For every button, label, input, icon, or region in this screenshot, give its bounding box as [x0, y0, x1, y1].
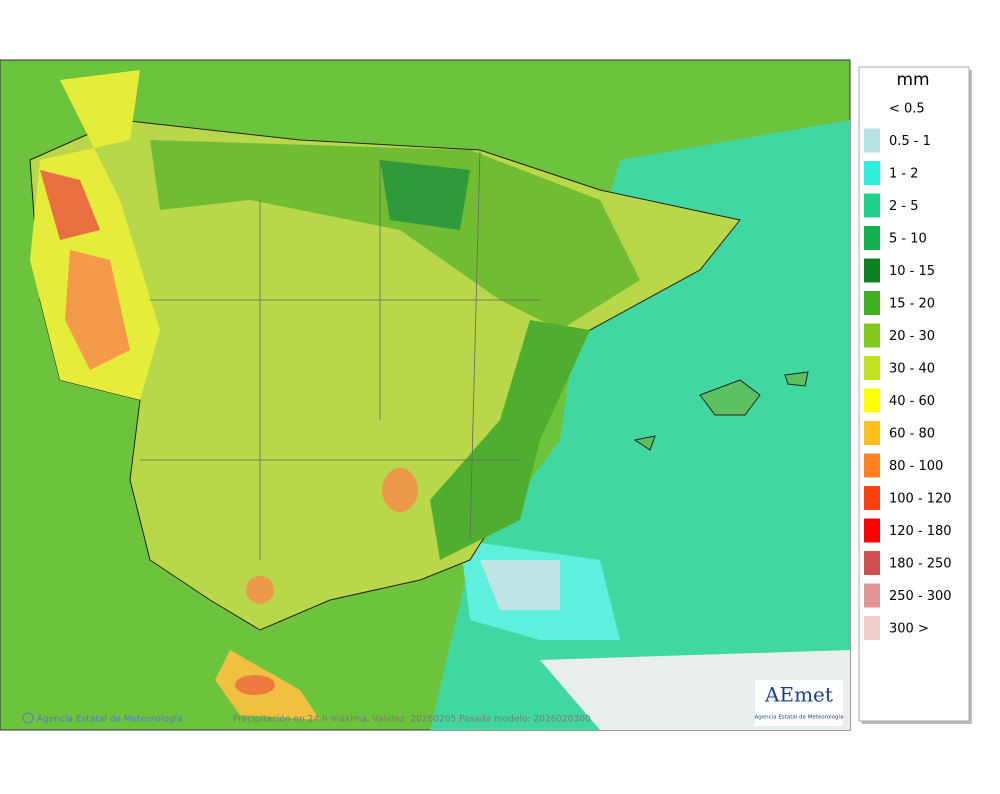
ibiza	[633, 435, 656, 451]
legend-label: 0.5 - 1	[889, 134, 931, 149]
legend-label: < 0.5	[889, 102, 925, 117]
legend-title: mm	[896, 70, 929, 90]
legend-swatch	[864, 486, 880, 510]
legend-label: 1 - 2	[889, 167, 919, 182]
cazorla-max	[382, 468, 418, 512]
legend-swatch	[864, 96, 880, 120]
legend-swatch	[864, 421, 880, 445]
legend-label: 80 - 100	[889, 459, 943, 474]
legend-label: 60 - 80	[889, 427, 935, 442]
logo: AEmet Agencia Estatal de Meteorología	[755, 680, 844, 726]
borders	[140, 149, 540, 560]
legend-swatch	[864, 226, 880, 250]
legend-swatch	[864, 583, 880, 608]
east-green	[430, 320, 590, 560]
legend-label: 5 - 10	[889, 232, 927, 247]
legend-swatch	[864, 161, 880, 185]
mallorca	[699, 379, 761, 416]
morocco-max	[235, 675, 275, 695]
legend-label: 10 - 15	[889, 264, 935, 279]
legend-label: 20 - 30	[889, 329, 935, 344]
legend-label: 180 - 250	[889, 557, 952, 572]
copyright-icon	[22, 712, 34, 724]
legend-swatch	[864, 388, 880, 413]
north-green	[150, 140, 640, 330]
legend-label: 2 - 5	[889, 199, 919, 214]
legend-label: 100 - 120	[889, 492, 952, 507]
legend-swatch	[864, 128, 880, 153]
legend-swatch	[864, 518, 880, 543]
caption: Precipitación en 24 h máxima. Validez: 2…	[233, 714, 591, 725]
logo-name: AEmet	[764, 683, 833, 707]
legend-swatch	[864, 291, 880, 315]
legend-swatch	[864, 616, 880, 640]
logo-box	[755, 680, 843, 726]
logo-subtitle: Agencia Estatal de Meteorología	[755, 714, 844, 721]
west-yellow	[30, 70, 160, 400]
legend-label: 120 - 180	[889, 524, 952, 539]
legend-swatch	[864, 551, 880, 575]
legend-label: 15 - 20	[889, 297, 935, 312]
legend-label: 40 - 60	[889, 394, 935, 409]
galicia-max	[40, 170, 100, 240]
legend-swatch	[864, 258, 880, 283]
credit-text: Agencia Estatal de Meteorología	[37, 715, 183, 725]
grazalema-max	[246, 576, 274, 604]
legend-label: 250 - 300	[889, 589, 952, 604]
map	[0, 59, 851, 731]
legend-label: 30 - 40	[889, 362, 935, 377]
menorca	[784, 371, 809, 387]
legend-swatch	[864, 323, 880, 348]
legend-swatch	[864, 356, 880, 380]
legend-swatch	[864, 453, 880, 478]
legend-label: 300 >	[889, 622, 929, 637]
basque-dark	[380, 160, 470, 230]
legend-swatch	[864, 193, 880, 218]
legend: mm < 0.5 0.5 - 1 1 - 2 2 - 5 5 - 10 10 - 15 15…	[858, 66, 972, 724]
west-max	[65, 250, 130, 370]
sea-light	[480, 560, 560, 610]
credit: Agencia Estatal de Meteorología	[22, 712, 183, 725]
